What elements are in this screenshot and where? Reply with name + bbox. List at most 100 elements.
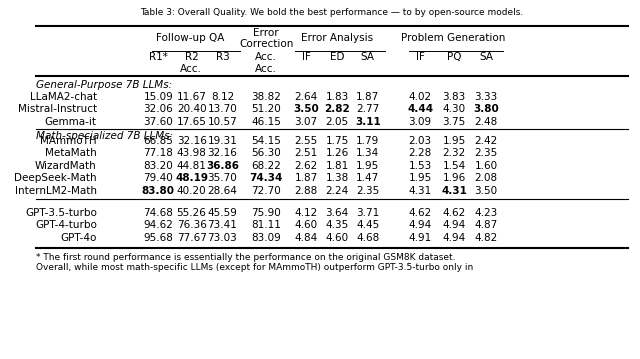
Text: Gemma-it: Gemma-it: [45, 117, 97, 127]
Text: 3.11: 3.11: [355, 117, 381, 127]
Text: 1.34: 1.34: [356, 148, 380, 158]
Text: 55.26: 55.26: [177, 208, 207, 218]
Text: 17.65: 17.65: [177, 117, 207, 127]
Text: 1.95: 1.95: [408, 173, 432, 183]
Text: 4.35: 4.35: [325, 220, 349, 230]
Text: 38.82: 38.82: [252, 92, 281, 102]
Text: 4.30: 4.30: [442, 104, 465, 115]
Text: 4.91: 4.91: [408, 233, 432, 243]
Text: 32.16: 32.16: [177, 136, 207, 146]
Text: 77.67: 77.67: [177, 233, 207, 243]
Text: 1.79: 1.79: [356, 136, 380, 146]
Text: IF: IF: [416, 52, 424, 62]
Text: 3.83: 3.83: [442, 92, 466, 102]
Text: 4.45: 4.45: [356, 220, 380, 230]
Text: SA: SA: [361, 52, 375, 62]
Text: DeepSeek-Math: DeepSeek-Math: [14, 173, 97, 183]
Text: SA: SA: [479, 52, 493, 62]
Text: 2.62: 2.62: [294, 161, 318, 171]
Text: GPT-4o: GPT-4o: [60, 233, 97, 243]
Text: 28.64: 28.64: [207, 186, 237, 196]
Text: 37.60: 37.60: [143, 117, 173, 127]
Text: 2.35: 2.35: [474, 148, 498, 158]
Text: 2.55: 2.55: [294, 136, 318, 146]
Text: 3.75: 3.75: [442, 117, 466, 127]
Text: Math-specialized 7B LLMs:: Math-specialized 7B LLMs:: [36, 131, 173, 141]
Text: 2.88: 2.88: [294, 186, 318, 196]
Text: MetaMath: MetaMath: [45, 148, 97, 158]
Text: Error Analysis: Error Analysis: [301, 33, 373, 43]
Text: 4.60: 4.60: [325, 233, 349, 243]
Text: 1.60: 1.60: [474, 161, 497, 171]
Text: Problem Generation: Problem Generation: [401, 33, 505, 43]
Text: 73.41: 73.41: [207, 220, 237, 230]
Text: 10.57: 10.57: [207, 117, 237, 127]
Text: 2.24: 2.24: [325, 186, 349, 196]
Text: 4.23: 4.23: [474, 208, 498, 218]
Text: 4.68: 4.68: [356, 233, 380, 243]
Text: 2.35: 2.35: [356, 186, 380, 196]
Text: 83.09: 83.09: [252, 233, 281, 243]
Text: InternLM2-Math: InternLM2-Math: [15, 186, 97, 196]
Text: 2.82: 2.82: [324, 104, 350, 115]
Text: 36.86: 36.86: [206, 161, 239, 171]
Text: ED: ED: [330, 52, 344, 62]
Text: 68.22: 68.22: [252, 161, 281, 171]
Text: 51.20: 51.20: [252, 104, 281, 115]
Text: 3.33: 3.33: [474, 92, 498, 102]
Text: 2.64: 2.64: [294, 92, 318, 102]
Text: 4.02: 4.02: [408, 92, 432, 102]
Text: 45.59: 45.59: [207, 208, 237, 218]
Text: R2: R2: [185, 52, 198, 62]
Text: LLaMA2-chat: LLaMA2-chat: [29, 92, 97, 102]
Text: 66.85: 66.85: [143, 136, 173, 146]
Text: 56.30: 56.30: [252, 148, 281, 158]
Text: 1.26: 1.26: [325, 148, 349, 158]
Text: 32.06: 32.06: [143, 104, 173, 115]
Text: 1.38: 1.38: [325, 173, 349, 183]
Text: 13.70: 13.70: [207, 104, 237, 115]
Text: 4.31: 4.31: [441, 186, 467, 196]
Text: 4.12: 4.12: [294, 208, 318, 218]
Text: 4.94: 4.94: [442, 220, 466, 230]
Text: Error
Correction: Error Correction: [239, 28, 293, 49]
Text: 11.67: 11.67: [177, 92, 207, 102]
Text: 4.94: 4.94: [408, 220, 432, 230]
Text: 1.96: 1.96: [442, 173, 466, 183]
Text: 4.84: 4.84: [294, 233, 318, 243]
Text: 1.83: 1.83: [325, 92, 349, 102]
Text: 46.15: 46.15: [252, 117, 281, 127]
Text: 75.90: 75.90: [252, 208, 281, 218]
Text: 2.32: 2.32: [442, 148, 466, 158]
Text: 32.16: 32.16: [207, 148, 237, 158]
Text: 1.47: 1.47: [356, 173, 380, 183]
Text: 54.15: 54.15: [252, 136, 281, 146]
Text: * The first round performance is essentially the performance on the original GSM: * The first round performance is essenti…: [36, 253, 456, 262]
Text: 2.03: 2.03: [408, 136, 432, 146]
Text: 4.82: 4.82: [474, 233, 498, 243]
Text: 74.34: 74.34: [250, 173, 283, 183]
Text: WizardMath: WizardMath: [35, 161, 97, 171]
Text: 2.48: 2.48: [474, 117, 498, 127]
Text: 20.40: 20.40: [177, 104, 207, 115]
Text: 77.18: 77.18: [143, 148, 173, 158]
Text: Acc.: Acc.: [179, 64, 202, 74]
Text: R1*: R1*: [149, 52, 168, 62]
Text: 1.75: 1.75: [325, 136, 349, 146]
Text: 1.81: 1.81: [325, 161, 349, 171]
Text: 4.62: 4.62: [408, 208, 432, 218]
Text: 4.44: 4.44: [407, 104, 433, 115]
Text: 3.71: 3.71: [356, 208, 380, 218]
Text: 94.62: 94.62: [143, 220, 173, 230]
Text: R3: R3: [216, 52, 229, 62]
Text: 15.09: 15.09: [143, 92, 173, 102]
Text: 2.05: 2.05: [325, 117, 349, 127]
Text: Mistral-Instruct: Mistral-Instruct: [18, 104, 97, 115]
Text: 19.31: 19.31: [207, 136, 237, 146]
Text: 83.20: 83.20: [143, 161, 173, 171]
Text: 2.42: 2.42: [474, 136, 498, 146]
Text: Overall, while most math-specific LLMs (except for MAmmoTH) outperform GPT-3.5-t: Overall, while most math-specific LLMs (…: [36, 263, 474, 272]
Text: PQ: PQ: [447, 52, 461, 62]
Text: 95.68: 95.68: [143, 233, 173, 243]
Text: GPT-3.5-turbo: GPT-3.5-turbo: [25, 208, 97, 218]
